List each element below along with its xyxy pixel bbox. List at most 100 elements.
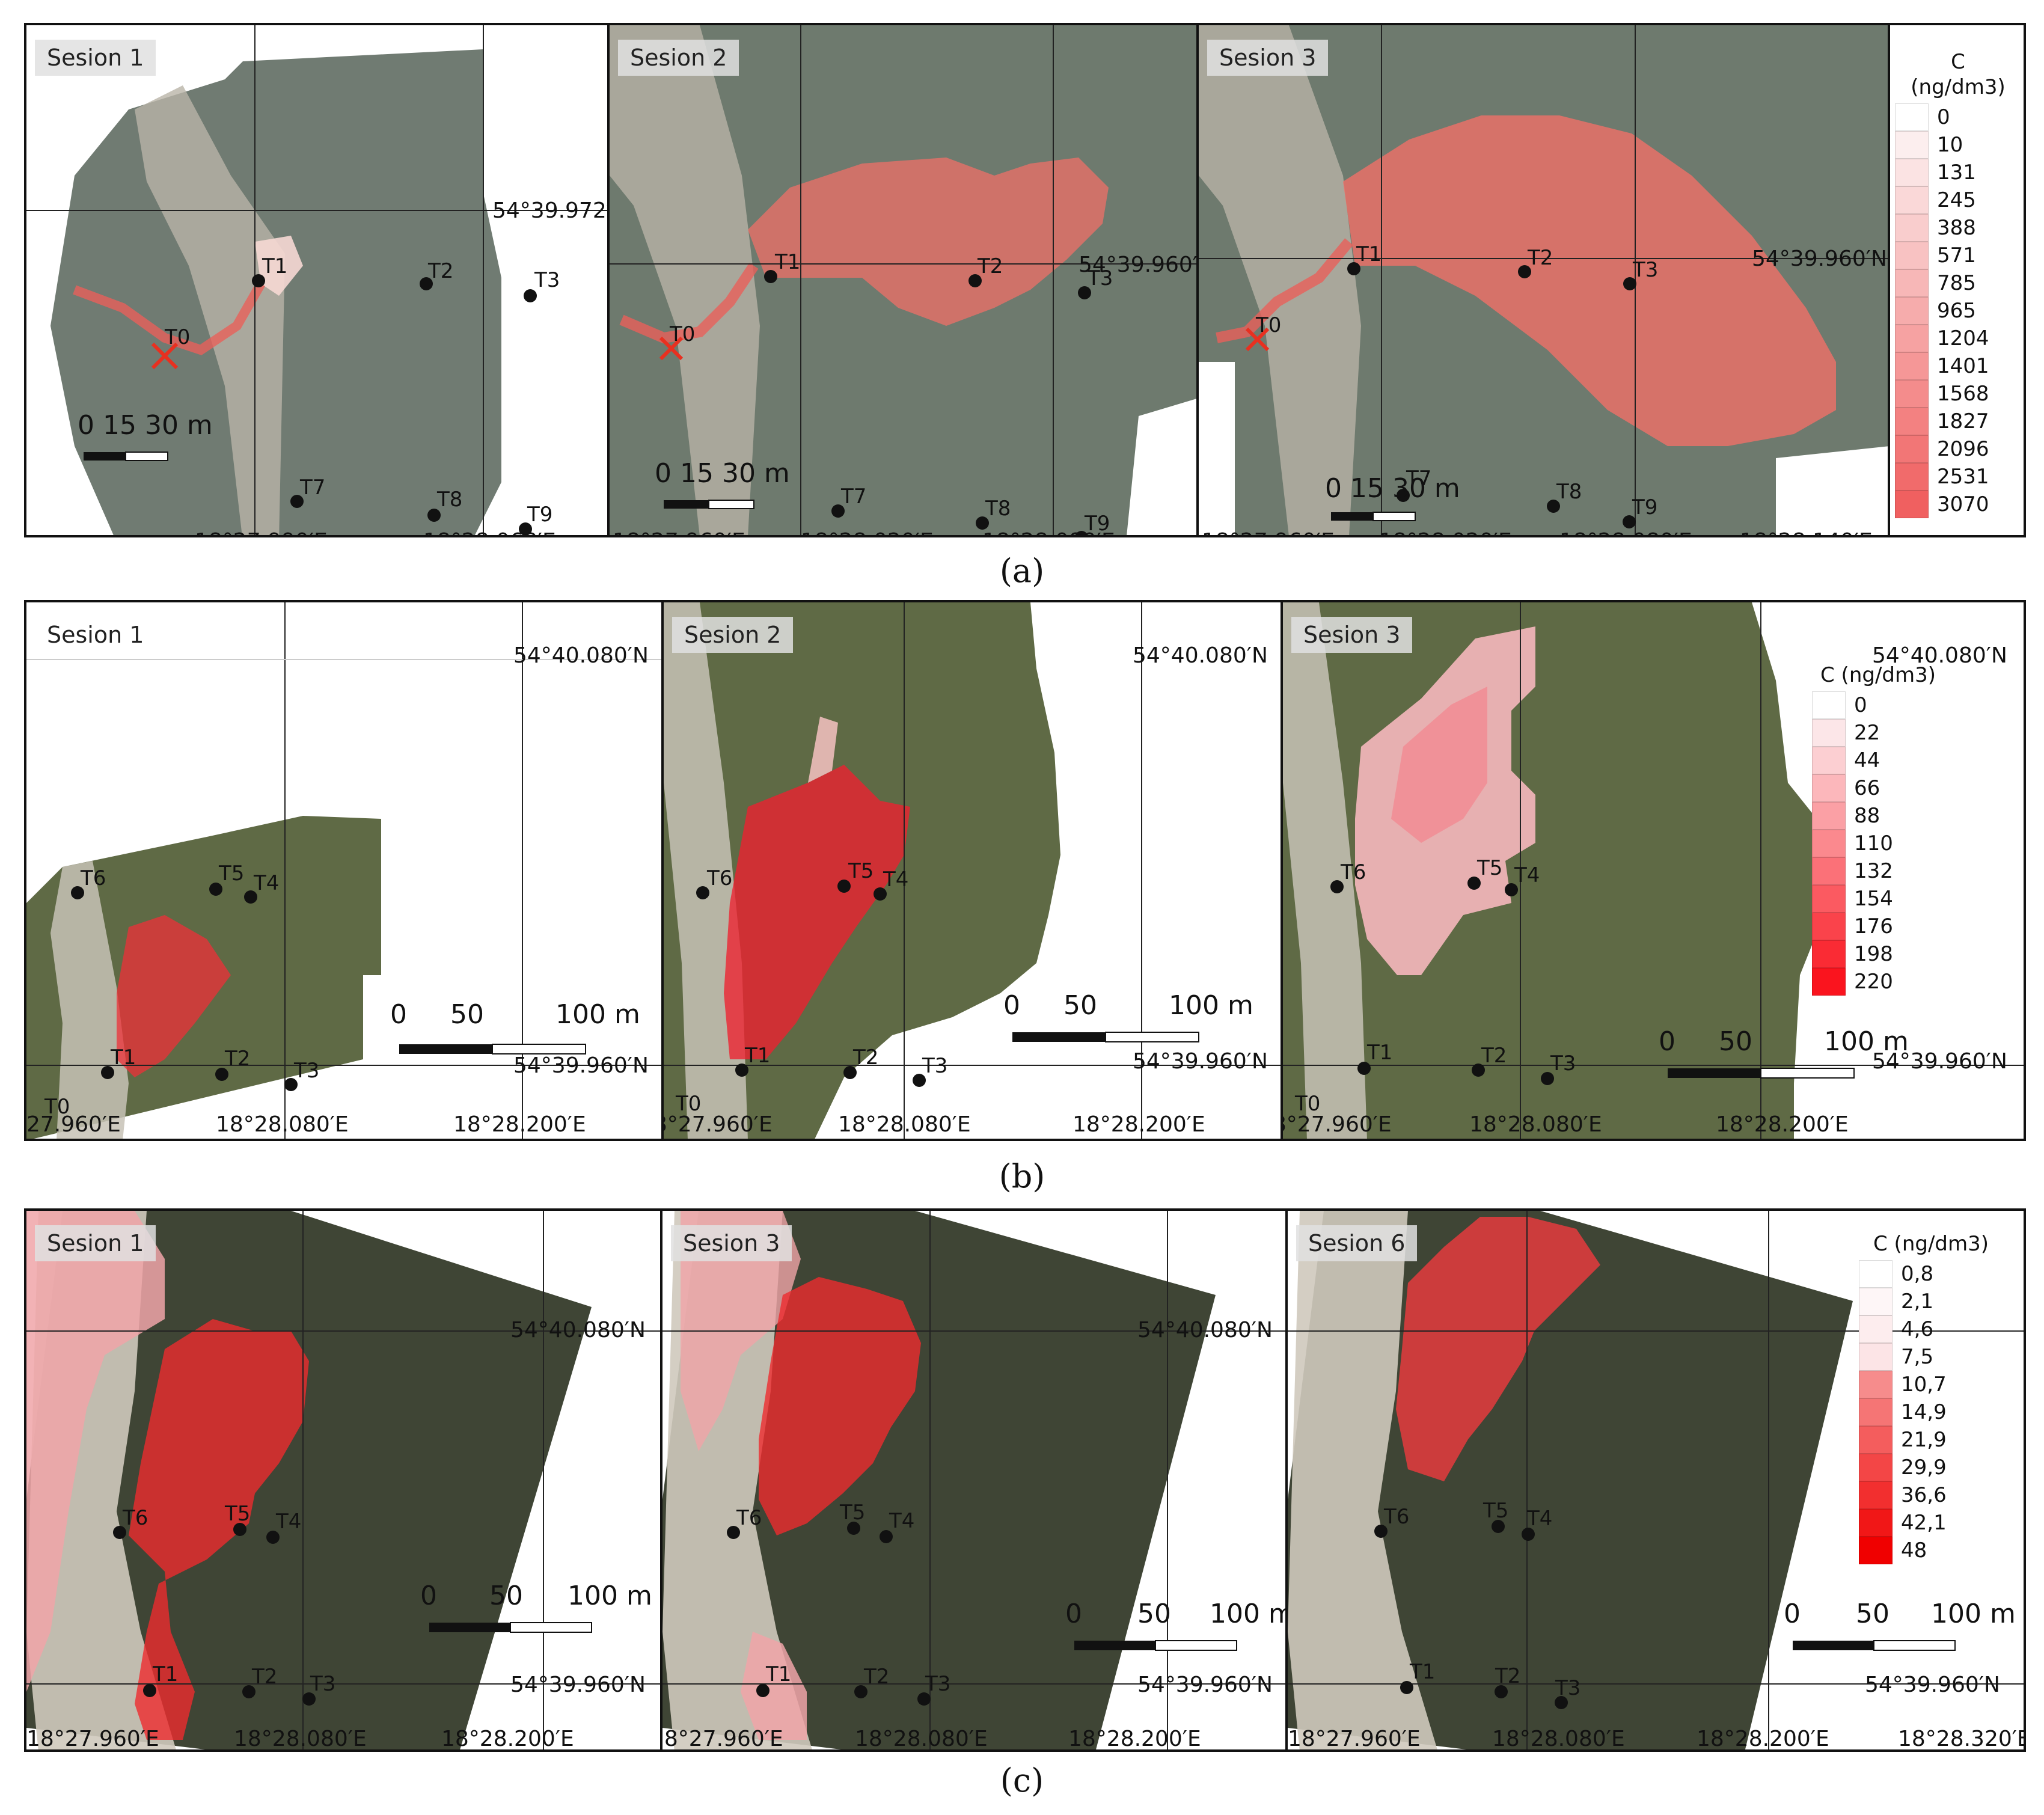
point-label: T4: [253, 871, 279, 895]
plume-area: [117, 915, 231, 1077]
point-label: T1: [1356, 242, 1382, 266]
legend-value: 131: [1937, 161, 1976, 185]
longitude-label: 18°28.080′E: [1492, 1727, 1625, 1749]
legend-value: 42,1: [1901, 1511, 1947, 1535]
sampling-point: T6 T5 T4 T1 T2 T3: [727, 1501, 950, 1706]
longitude-label: 18°28.080′E: [1559, 529, 1692, 535]
point-label: T3: [1555, 1676, 1580, 1700]
point-label: T6: [736, 1506, 762, 1530]
cross-marker-t0: [1245, 327, 1270, 352]
legend-value: 22: [1854, 721, 1880, 745]
legend-swatch: [1895, 186, 1929, 214]
latitude-label: 54°39.960′N: [513, 1053, 649, 1078]
legend-swatch: [1895, 103, 1929, 131]
figure-b-row: T6 T5 T4 T1 T2 T3 T0 54°40.080′N 54°39.9…: [24, 600, 2026, 1141]
point-label: T5: [1476, 856, 1502, 880]
latitude-label: 54°39.960′N: [1872, 1049, 2007, 1074]
legend-swatch: [1812, 774, 1846, 802]
legend-value: 0,8: [1901, 1262, 1934, 1286]
legend-value: 110: [1854, 831, 1893, 855]
point-label: T6: [80, 866, 106, 890]
legend-swatch: [1895, 214, 1929, 242]
map-a2-svg: T0 T1 T2 T3 T7 T8 T9 54°39.960′N 18°27.9…: [610, 25, 1196, 535]
sampling-point: T0 T1 T2 T3 T7 T8 T9: [1255, 242, 1658, 528]
point-label: T0: [44, 1095, 70, 1119]
point-label: T4: [1526, 1507, 1552, 1531]
session-label: Sesion 3: [1207, 40, 1329, 76]
point-label: T8: [985, 497, 1011, 521]
latitude-label: 54°40.080′N: [510, 1318, 646, 1342]
legend-value: 2,1: [1901, 1290, 1934, 1314]
point-label: T0: [675, 1092, 701, 1116]
legend-item: 1401: [1895, 352, 2021, 380]
map-c2-svg: T6 T5 T4 T1 T2 T3 54°40.080′N 54°39.960′…: [662, 1211, 1285, 1749]
mask-white: [1776, 446, 1888, 535]
point-label: T3: [925, 1672, 950, 1696]
longitude-label: 18°28.080′E: [982, 529, 1115, 535]
scale-bar-label: 100 m: [1931, 1599, 2016, 1629]
mask-white: [1199, 362, 1235, 535]
latitude-label: 54°40.080′N: [1872, 643, 2007, 668]
legend-item: 220: [1812, 968, 1944, 996]
scale-bar-label: 50: [450, 999, 484, 1030]
longitude-label: 18°28.080′E: [234, 1727, 367, 1749]
point-label: T2: [863, 1665, 889, 1689]
point-label: T8: [436, 488, 462, 512]
legend-item: 1568: [1895, 380, 2021, 408]
point-label: T4: [275, 1510, 301, 1534]
legend-item: 388: [1895, 214, 2021, 242]
legend-item: 154: [1812, 885, 1944, 913]
legend-swatch: [1859, 1398, 1893, 1426]
legend-item: 1827: [1895, 408, 2021, 435]
legend-item: 2531: [1895, 463, 2021, 491]
point-label: T2: [977, 254, 1003, 278]
map-panel-b2: T6 T5 T4 T1 T2 T3 T0 54°40.080′N 54°39.9…: [664, 602, 1283, 1139]
legend-swatch: [1859, 1426, 1893, 1454]
longitude-label: 18°28.068′E: [423, 529, 556, 535]
latitude-label: 54°40.080′N: [1137, 1318, 1273, 1342]
legend-item: 245: [1895, 186, 2021, 214]
point-label: T1: [774, 250, 800, 274]
session-label: Sesion 1: [35, 40, 156, 76]
point-label: T2: [852, 1045, 878, 1070]
scale-bar-label: 0: [1065, 1599, 1082, 1629]
legend-swatch: [1895, 159, 1929, 186]
scale-bar-label: 0: [1659, 1026, 1675, 1057]
point-label: T5: [839, 1501, 865, 1525]
longitude-label: 18°28.080′E: [838, 1112, 971, 1137]
longitude-label: 18°28.200′E: [1068, 1727, 1201, 1749]
legend-swatch: [1859, 1454, 1893, 1481]
legend-value: 0: [1854, 693, 1867, 717]
longitude-label: 18°27.960′E: [1288, 1727, 1421, 1749]
longitude-label: 18°27.960′E: [26, 1727, 159, 1749]
legend-swatch: [1859, 1343, 1893, 1371]
point-label: T8: [1556, 480, 1582, 504]
scale-bar: [399, 1044, 586, 1054]
sampling-point: T6 T5 T4 T1 T2 T3: [113, 1502, 335, 1706]
legend-item: 21,9: [1859, 1426, 2003, 1454]
legend-item: 3070: [1895, 491, 2021, 518]
legend-item: 0,8: [1859, 1260, 2003, 1288]
point-label: T2: [251, 1665, 277, 1689]
legend-b: C (ng/dm3) 0 22 44 66 88 110 132 154 176 198 220: [1812, 663, 1944, 996]
map-panel-a2: T0 T1 T2 T3 T7 T8 T9 54°39.960′N 18°27.9…: [610, 25, 1199, 535]
sampling-point: T6 T5 T4 T1 T2 T3 T0: [675, 859, 947, 1116]
point-label: T3: [1087, 266, 1113, 290]
point-label: T3: [922, 1054, 947, 1078]
legend-item: 0: [1812, 691, 1944, 719]
session-label: Sesion 2: [672, 617, 794, 653]
legend-value: 2531: [1937, 465, 1989, 489]
legend-title: (ng/dm3): [1911, 75, 2006, 99]
legend-swatch: [1895, 269, 1929, 297]
plume-core: [1391, 687, 1487, 843]
cross-marker-t0: [659, 336, 684, 361]
scale-bar-label: 100 m: [1824, 1026, 1909, 1057]
legend-swatch: [1859, 1288, 1893, 1315]
legend-swatch: [1812, 968, 1846, 996]
legend-item: 36,6: [1859, 1481, 2003, 1509]
legend-item: 785: [1895, 269, 2021, 297]
legend-item: 29,9: [1859, 1454, 2003, 1481]
point-label: T2: [1481, 1044, 1507, 1068]
point-label: T4: [889, 1509, 914, 1533]
point-label: T0: [1294, 1092, 1320, 1116]
